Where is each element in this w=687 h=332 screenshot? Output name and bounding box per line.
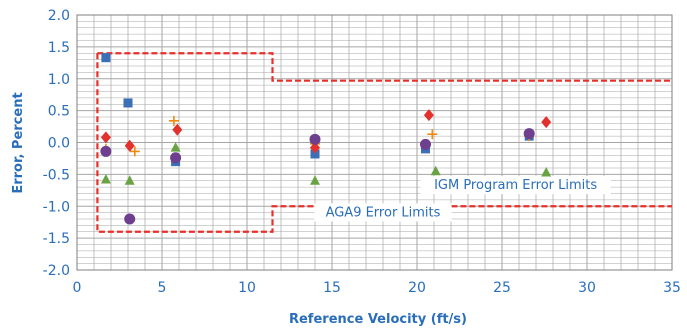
y-tick-label: 2.0 — [48, 8, 70, 24]
x-tick-label: 0 — [73, 280, 82, 296]
data-point-plus — [129, 146, 140, 157]
y-tick-label: -1.5 — [43, 231, 70, 247]
data-point-circle — [523, 128, 535, 140]
data-point-circle — [100, 145, 112, 157]
data-point-circle — [124, 213, 136, 225]
y-tick-label: 0.0 — [48, 136, 70, 152]
data-point-triangle — [170, 142, 181, 152]
igm-limit-label: IGM Program Error Limits — [434, 178, 597, 193]
y-tick-label: -2.0 — [43, 263, 70, 279]
aga9-limit-label: AGA9 Error Limits — [326, 205, 441, 220]
data-point-diamond — [310, 141, 320, 154]
x-tick-label: 25 — [493, 280, 511, 296]
data-point-triangle — [541, 166, 552, 177]
data-point-plus — [168, 115, 179, 126]
plot-frame — [76, 14, 673, 271]
y-tick-label: 1.0 — [48, 72, 70, 88]
data-point-triangle — [310, 175, 320, 185]
x-tick-label: 5 — [158, 280, 167, 296]
aga9-limit-line — [96, 53, 672, 233]
data-point-diamond — [100, 131, 111, 144]
data-points-layer — [100, 53, 552, 225]
limit-label-background — [420, 176, 611, 195]
data-point-diamond — [172, 123, 183, 136]
data-point-circle — [420, 138, 431, 150]
x-tick-label: 10 — [238, 280, 256, 296]
data-point-triangle — [124, 175, 135, 185]
data-point-square — [310, 149, 320, 159]
data-point-diamond — [541, 116, 552, 129]
x-axis-title: Reference Velocity (ft/s) — [289, 312, 467, 327]
y-tick-label: 0.5 — [48, 104, 70, 120]
data-point-diamond — [124, 139, 135, 152]
data-point-triangle — [430, 165, 441, 176]
data-point-square — [123, 98, 133, 108]
limit-lines-layer: IGM Program Error Limits AGA9 Error Limit… — [96, 52, 672, 233]
data-point-plus — [427, 129, 438, 140]
x-tick-label: 15 — [323, 280, 341, 296]
y-tick-label: -1.0 — [43, 199, 70, 215]
grid-layer — [76, 14, 673, 271]
data-point-square — [101, 53, 111, 63]
y-tick-label: -0.5 — [43, 167, 70, 183]
limit-label-background — [314, 203, 452, 222]
x-tick-label: 35 — [663, 280, 681, 296]
y-axis-title: Error, Percent — [11, 92, 26, 193]
x-tick-label: 30 — [578, 280, 596, 296]
data-point-circle — [309, 133, 321, 145]
x-tick-label: 20 — [408, 280, 426, 296]
data-point-circle — [170, 152, 182, 164]
data-point-triangle — [100, 173, 111, 184]
data-point-diamond — [423, 109, 434, 122]
y-tick-label: 1.5 — [48, 40, 70, 56]
tick-labels-layer: 0 5 10 15 20 25 30 35 2.0 1.5 1.0 0.5 0.0 -0.5 -1.0 -1.… — [43, 8, 681, 296]
